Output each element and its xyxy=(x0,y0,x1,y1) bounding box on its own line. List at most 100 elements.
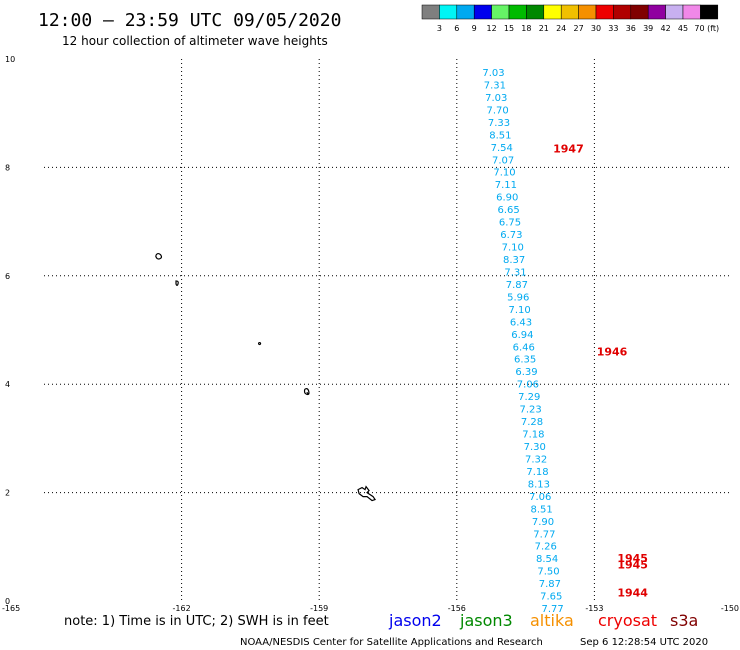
y-tick-label: 6 xyxy=(5,272,10,281)
swh-value-label: 7.33 xyxy=(488,118,510,129)
color-bar-label: 36 xyxy=(626,24,636,33)
color-bar-swatch xyxy=(543,4,562,20)
color-bar-label: 33 xyxy=(608,24,618,33)
plot-grid xyxy=(44,59,732,601)
color-bar-swatch xyxy=(526,4,545,20)
axis-tick-labels: -165 -162 -159 -156 -153 -150 0 2 4 6 8 10 xyxy=(2,55,739,613)
footer-timestamp: Sep 6 12:28:54 UTC 2020 xyxy=(580,637,708,648)
footer-credit: NOAA/NESDIS Center for Satellite Applica… xyxy=(240,637,543,648)
swh-value-label: 7.30 xyxy=(524,442,546,453)
swh-value-label: 7.87 xyxy=(506,280,528,291)
color-bar-swatch xyxy=(700,4,719,20)
color-bar-label: 70 (ft) xyxy=(694,24,719,33)
swh-value-label: 8.51 xyxy=(531,504,553,515)
color-bar-swatch xyxy=(613,4,632,20)
satellite-legend-entry: cryosat xyxy=(598,611,657,630)
swh-value-label: 7.32 xyxy=(525,454,547,465)
swh-value-label: 7.06 xyxy=(529,492,551,503)
satellite-legend: jason2 jason3 altika cryosat s3a xyxy=(388,611,698,630)
color-bar-label: 12 xyxy=(487,24,497,33)
color-bar-label: 30 xyxy=(591,24,601,33)
swh-value-label: 7.90 xyxy=(532,517,554,528)
island-outline xyxy=(257,341,262,346)
y-tick-label: 0 xyxy=(5,597,10,606)
swh-value-label: 6.35 xyxy=(514,355,536,366)
swh-value-label: 6.43 xyxy=(510,317,532,328)
swh-value-label: 7.06 xyxy=(517,380,539,391)
swh-value-label: 7.07 xyxy=(492,155,514,166)
satellite-legend-entry: altika xyxy=(530,611,574,630)
color-bar-label: 39 xyxy=(643,24,653,33)
satellite-legend-entry: jason3 xyxy=(459,611,513,630)
swh-value-label: 7.31 xyxy=(504,267,526,278)
color-bar-swatch xyxy=(473,4,492,20)
swh-value-label: 8.51 xyxy=(489,130,511,141)
x-tick-label: -165 xyxy=(2,604,20,613)
color-bar-label: 42 xyxy=(661,24,671,33)
swh-value-label: 7.54 xyxy=(491,143,513,154)
color-bar-swatch xyxy=(456,4,475,20)
swh-value-label: 7.18 xyxy=(526,467,548,478)
color-bar-swatch xyxy=(647,4,666,20)
swh-value-label: 5.96 xyxy=(507,292,529,303)
color-bar-swatch xyxy=(630,4,649,20)
swh-value-label: 7.77 xyxy=(542,604,564,615)
color-bar-label: 21 xyxy=(539,24,549,33)
swh-value-label: 7.29 xyxy=(518,392,540,403)
swh-value-label: 7.10 xyxy=(502,243,524,254)
x-tick-label: -156 xyxy=(448,604,466,613)
color-bar-swatch xyxy=(508,4,527,20)
color-bar-swatch xyxy=(578,4,597,20)
color-bar-label: 3 xyxy=(437,24,442,33)
time-label: 1944 xyxy=(617,586,648,599)
color-bar-swatch xyxy=(439,4,458,20)
swh-value-label: 7.77 xyxy=(533,529,555,540)
color-bar-label: 45 xyxy=(678,24,688,33)
color-bar-swatch xyxy=(491,4,510,20)
x-tick-label: -150 xyxy=(721,604,739,613)
swh-value-label: 7.87 xyxy=(539,579,561,590)
swh-value-label: 6.75 xyxy=(499,218,521,229)
x-tick-label: -159 xyxy=(310,604,328,613)
chart-subtitle: 12 hour collection of altimeter wave hei… xyxy=(62,34,328,48)
color-bar-label: 6 xyxy=(454,24,459,33)
time-label: 1945 xyxy=(617,552,648,565)
island-outlines xyxy=(155,252,377,502)
swh-value-label: 7.26 xyxy=(535,542,557,553)
x-tick-label: -153 xyxy=(585,604,603,613)
satellite-legend-entry: s3a xyxy=(670,611,698,630)
swh-value-label: 7.10 xyxy=(509,305,531,316)
time-label: 1945 xyxy=(617,559,648,572)
color-bar-label: 24 xyxy=(556,24,566,33)
swh-value-label: 7.03 xyxy=(485,93,507,104)
swh-value-label: 7.65 xyxy=(540,592,562,603)
chart-title: 12:00 – 23:59 UTC 09/05/2020 xyxy=(38,10,341,31)
island-outline xyxy=(175,280,179,287)
swh-value-label: 7.50 xyxy=(537,567,559,578)
swh-values: 7.037.317.037.707.338.517.547.077.107.11… xyxy=(482,68,563,615)
color-bar-swatch xyxy=(595,4,614,20)
color-bar-label: 27 xyxy=(574,24,584,33)
time-label: 1946 xyxy=(597,346,628,359)
swh-value-label: 6.94 xyxy=(511,330,533,341)
y-tick-label: 4 xyxy=(5,380,10,389)
color-bar-swatch xyxy=(560,4,579,20)
swh-value-label: 6.39 xyxy=(515,367,537,378)
y-tick-label: 2 xyxy=(5,489,10,498)
swh-value-label: 8.37 xyxy=(503,255,525,266)
swh-value-label: 7.11 xyxy=(495,180,517,191)
swh-value-label: 6.73 xyxy=(500,230,522,241)
color-bar-legend: 3 6 9 12 15 18 21 24 27 30 33 36 39 42 45 70 (ft) xyxy=(421,4,719,33)
color-bar-swatch xyxy=(682,4,701,20)
swh-value-label: 7.03 xyxy=(482,68,504,79)
x-tick-label: -162 xyxy=(173,604,191,613)
satellite-legend-entry: jason2 xyxy=(388,611,442,630)
swh-value-label: 7.28 xyxy=(521,417,543,428)
island-outline xyxy=(357,485,377,502)
swh-value-label: 8.13 xyxy=(528,479,550,490)
swh-value-label: 7.23 xyxy=(520,405,542,416)
swh-value-label: 8.54 xyxy=(536,554,558,565)
y-tick-label: 8 xyxy=(5,163,10,172)
